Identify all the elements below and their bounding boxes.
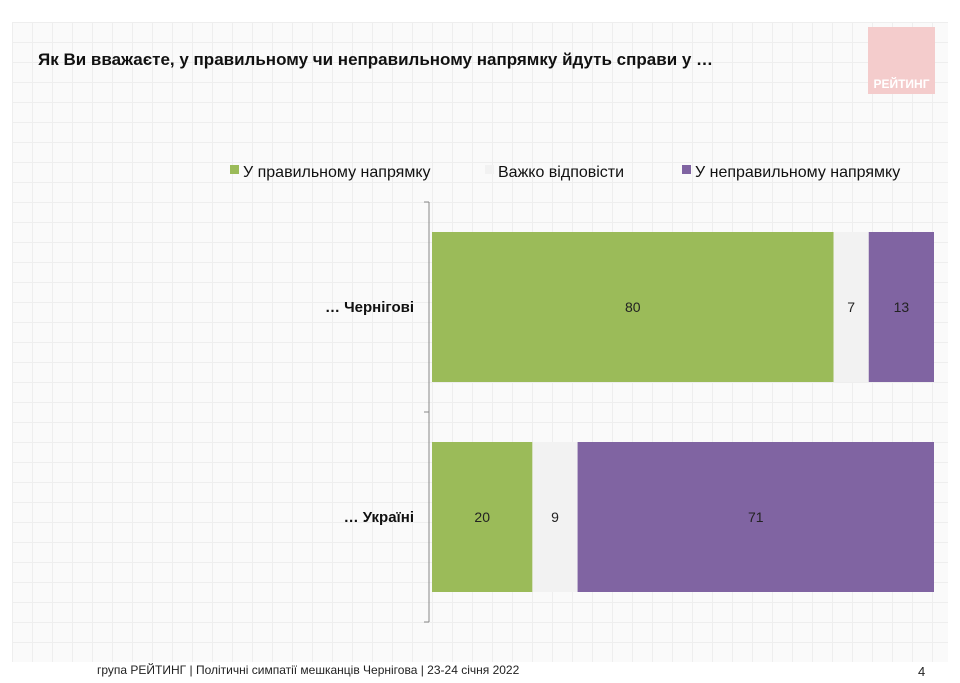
- data-label-2-1: 20: [474, 509, 490, 525]
- legend-swatch-1: [230, 165, 239, 174]
- data-label-1-1: 80: [625, 299, 641, 315]
- logo-text: РЕЙТИНГ: [873, 77, 930, 91]
- data-label-2-2: 9: [551, 509, 559, 525]
- bar-2-у-правильному-напрямку: [432, 442, 533, 592]
- data-label-2-3: 71: [748, 509, 764, 525]
- legend-label-2: Важко відповісти: [498, 164, 624, 181]
- bar-1-важко-відповісти: [833, 232, 869, 382]
- bar-2-у-неправильному-напрямку: [577, 442, 934, 592]
- legend-swatch-2: [485, 165, 494, 174]
- bar-2-важко-відповісти: [532, 442, 578, 592]
- legend-label-3: У неправильному напрямку: [695, 164, 900, 181]
- footer-text: група РЕЙТИНГ | Політичні симпатії мешка…: [97, 663, 520, 677]
- bar-1-у-правильному-напрямку: [432, 232, 834, 382]
- page-number: 4: [918, 664, 926, 679]
- legend-label-1: У правильному напрямку: [243, 164, 431, 181]
- rating-logo: РЕЙТИНГ: [868, 27, 935, 94]
- bar-1-у-неправильному-напрямку: [868, 232, 934, 382]
- legend-swatch-3: [682, 165, 691, 174]
- category-label-2: … Україні: [344, 509, 414, 526]
- data-label-1-3: 13: [894, 299, 910, 315]
- category-label-1: … Чернігові: [325, 299, 414, 316]
- data-label-1-2: 7: [847, 299, 855, 315]
- chart-title: Як Ви вважаєте, у правильному чи неправи…: [38, 50, 714, 69]
